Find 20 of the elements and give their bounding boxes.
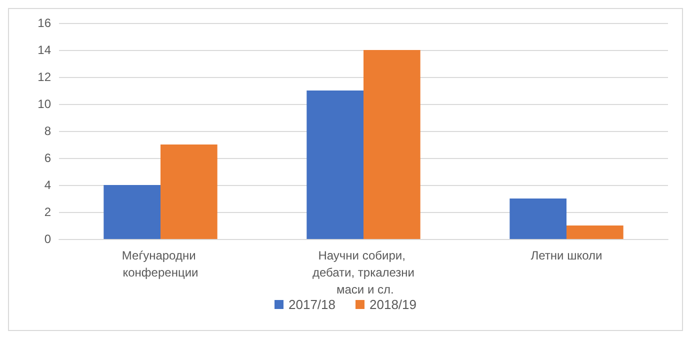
legend-label: 2018/19 xyxy=(370,297,416,312)
x-tick-label: Летни школи xyxy=(530,248,602,262)
y-tick-label: 6 xyxy=(44,151,52,165)
y-tick-label: 16 xyxy=(38,16,52,30)
y-tick-label: 14 xyxy=(38,43,52,57)
bar xyxy=(364,50,420,239)
y-tick-label: 2 xyxy=(44,205,52,219)
y-tick-label: 4 xyxy=(44,178,52,192)
x-tick-label: Научни собири, дебати, тркалезни маси и сл. xyxy=(312,248,415,296)
y-tick-label: 10 xyxy=(38,97,52,111)
legend-label: 2017/18 xyxy=(288,297,336,312)
x-tick-label: Меѓународни конференции xyxy=(122,248,200,280)
y-tick-label: 0 xyxy=(44,232,52,246)
bar xyxy=(160,144,218,239)
bar xyxy=(306,90,364,239)
bar xyxy=(104,185,160,239)
bar xyxy=(566,226,624,239)
bar xyxy=(510,198,566,239)
y-tick-label: 12 xyxy=(38,70,52,84)
y-tick-label: 8 xyxy=(44,124,52,138)
